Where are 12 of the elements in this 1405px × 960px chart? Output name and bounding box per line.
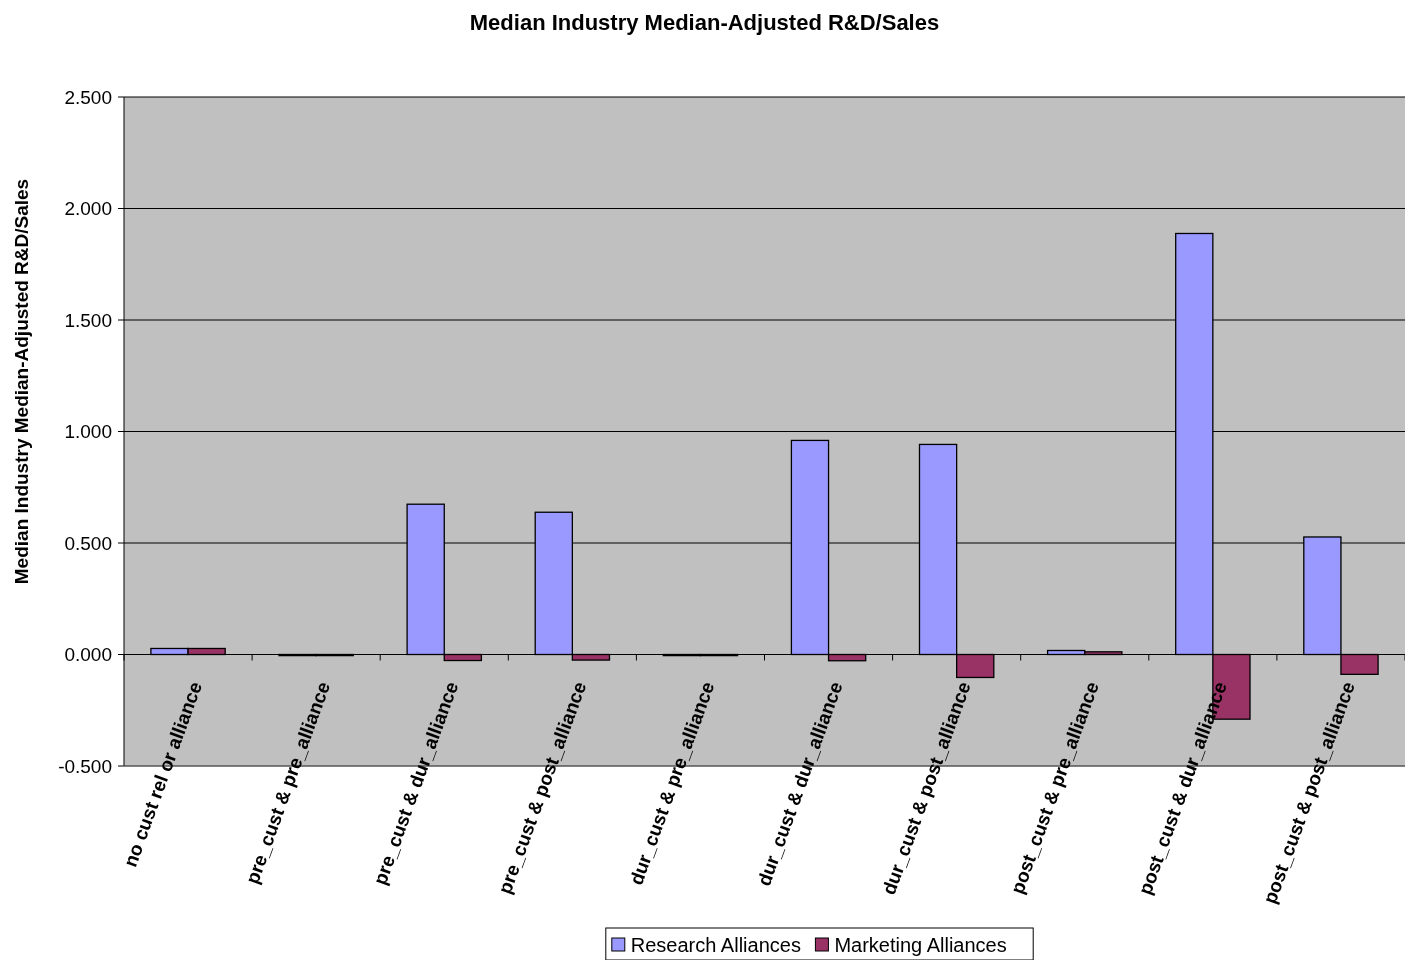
y-tick-label: 1.500 (64, 309, 112, 331)
y-tick-label: 2.500 (64, 86, 112, 108)
chart-title: Median Industry Median-Adjusted R&D/Sales (469, 10, 940, 35)
y-tick-label: 1.000 (64, 421, 112, 443)
legend-label: Marketing Alliances (834, 934, 1007, 956)
y-tick-label: 2.000 (64, 198, 112, 220)
y-tick-label: 0.000 (64, 644, 112, 666)
y-axis-title: Median Industry Median-Adjusted R&D/Sales (11, 178, 32, 585)
legend-label: Research Alliances (630, 934, 801, 956)
y-tick-label: 0.500 (64, 532, 112, 554)
x-tick-label: no cust rel or alliance (119, 678, 207, 870)
y-tick-label: -0.500 (58, 755, 112, 777)
